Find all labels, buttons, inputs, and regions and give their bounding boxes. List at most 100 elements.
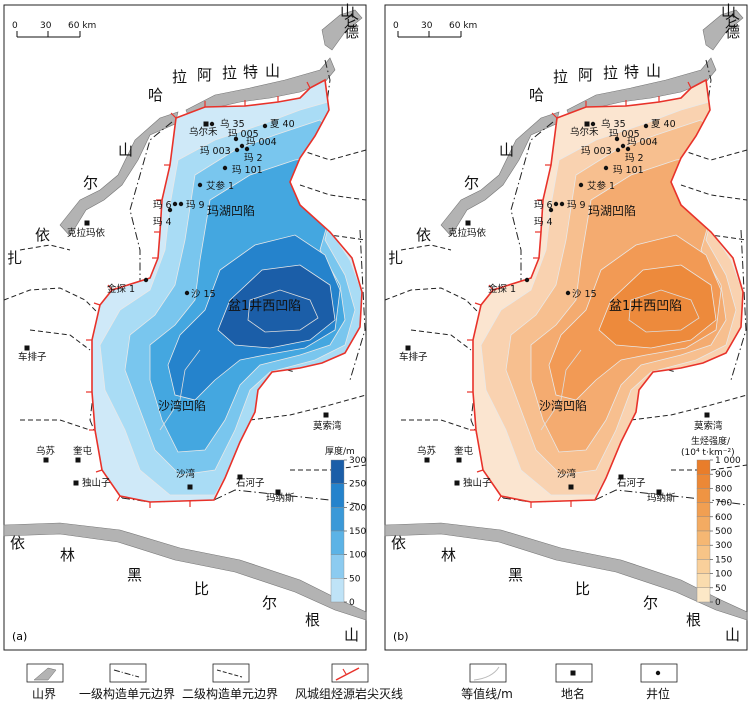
colorbar-tick: 0 — [715, 598, 721, 608]
legend-item-secondary-boundary: 二级构造单元边界 — [182, 663, 278, 701]
well-ma101: 玛 101 — [222, 165, 263, 176]
well-ma9: 玛 9 — [559, 200, 586, 211]
svg-text:玛 004: 玛 004 — [246, 137, 277, 148]
svg-text:奎屯: 奎屯 — [73, 445, 93, 457]
scale-tick: 0 — [12, 21, 18, 31]
place-chepaizi: 车排子 — [399, 345, 428, 363]
mountain-label: 比 — [194, 580, 209, 598]
colorbar-tick: 300 — [715, 541, 732, 551]
well-aican1: 艾参 1 — [197, 180, 234, 192]
well-ma4: 玛 4 — [153, 207, 173, 228]
colorbar-tick: 250 — [349, 480, 366, 490]
mountain-labels: 哈拉阿拉特山山尔依扎依林黑比尔根山山仑德 — [7, 2, 359, 644]
scale-bar: 0 30 60 km — [12, 21, 96, 38]
colorbar-swatch — [330, 554, 345, 579]
svg-text:玛 004: 玛 004 — [627, 137, 658, 148]
mountain-label: 山 — [344, 626, 359, 644]
svg-text:夏 40: 夏 40 — [651, 119, 676, 130]
isoline-icon — [469, 663, 507, 683]
mountain-label: 山 — [721, 2, 736, 20]
colorbar-swatch — [696, 459, 711, 475]
colorbar-tick: 100 — [349, 551, 366, 561]
basin-label-highlight: 盆1井西凹陷 — [228, 299, 301, 314]
mountain-label: 根 — [305, 611, 320, 629]
mountain-label: 哈 — [148, 86, 163, 104]
mountain-label: 黑 — [508, 566, 523, 584]
legend-item-place-name: 地名 — [555, 663, 593, 701]
mountain-label: 山 — [646, 62, 661, 80]
mountain-label: 哈 — [529, 86, 544, 104]
colorbar-swatch — [330, 459, 345, 484]
svg-text:奎屯: 奎屯 — [454, 445, 474, 457]
svg-text:艾参 1: 艾参 1 — [587, 180, 615, 192]
well-aican1: 艾参 1 — [578, 180, 615, 192]
panel-label: (b) — [393, 630, 409, 643]
colorbar-swatch — [330, 483, 345, 508]
mountain-label: 拉 — [172, 68, 187, 86]
well-sha15: 沙 15 — [184, 289, 216, 300]
colorbar-title: 生烃强度/ — [691, 435, 731, 447]
svg-text:独山子: 独山子 — [463, 477, 492, 489]
scale-bar: 0 30 60 km — [393, 21, 477, 38]
colorbar-tick: 50 — [349, 574, 361, 584]
svg-text:玛 101: 玛 101 — [613, 165, 644, 176]
svg-text:沙湾: 沙湾 — [557, 468, 577, 480]
svg-text:克拉玛依: 克拉玛依 — [448, 227, 487, 239]
colorbar-title-unit: (10⁴ t·km⁻²) — [681, 448, 735, 458]
well-ma9: 玛 9 — [178, 200, 205, 211]
svg-text:玛纳斯: 玛纳斯 — [266, 492, 295, 504]
svg-text:玛 4: 玛 4 — [153, 217, 172, 228]
svg-text:艾参 1: 艾参 1 — [206, 180, 234, 192]
legend-label: 井位 — [646, 686, 670, 701]
place-mosuowan: 莫索湾 — [313, 412, 342, 432]
colorbar-tick: 700 — [715, 499, 732, 509]
colorbar-tick: 900 — [715, 470, 732, 480]
place-kuitun: 奎屯 — [73, 445, 93, 463]
colorbar-tick: 200 — [349, 503, 366, 513]
pinchout-ticks — [86, 81, 311, 508]
colorbar-tick: 100 — [715, 570, 732, 580]
svg-text:玛 9: 玛 9 — [186, 200, 205, 211]
mountain-label: 依 — [10, 534, 25, 552]
legend-label: 二级构造单元边界 — [182, 686, 278, 701]
colorbar-swatch — [696, 474, 711, 489]
place-wusu: 乌苏 — [417, 445, 437, 463]
scale-tick: 0 — [393, 21, 399, 31]
well-ma004: 玛 004 — [620, 137, 658, 149]
mountain-label: 黑 — [127, 566, 142, 584]
well-jintan1: 金探 1 — [488, 277, 530, 295]
scale-tick: 60 km — [68, 21, 96, 31]
place-wusu: 乌苏 — [36, 445, 56, 463]
svg-text:乌 35: 乌 35 — [601, 118, 626, 130]
mountain-label: 特 — [624, 63, 639, 81]
mountain-label: 林 — [441, 546, 456, 564]
place-kelamayi: 克拉玛依 — [448, 220, 487, 239]
place-shihezi: 石河子 — [617, 474, 646, 489]
place-dushanzi: 独山子 — [73, 477, 111, 489]
svg-text:玛 6: 玛 6 — [153, 200, 172, 211]
mountain-label: 山 — [340, 2, 355, 20]
mountain-label: 尔 — [643, 594, 658, 612]
panel-label: (a) — [12, 630, 27, 643]
colorbar-swatch — [696, 530, 711, 546]
svg-text:玛 005: 玛 005 — [228, 129, 259, 140]
svg-text:莫索湾: 莫索湾 — [313, 420, 342, 432]
basin-label-mahu: 玛湖凹陷 — [588, 203, 636, 218]
svg-text:夏 40: 夏 40 — [270, 119, 295, 130]
well-ma2: 玛 2 — [625, 146, 644, 164]
svg-text:玛 2: 玛 2 — [244, 153, 263, 164]
mountain-label: 山 — [725, 626, 740, 644]
svg-text:玛 003: 玛 003 — [581, 146, 612, 157]
colorbar-swatch — [696, 516, 711, 532]
colorbar-swatch — [330, 578, 345, 603]
place-shawan: 沙湾 — [176, 468, 196, 490]
well-ma2: 玛 2 — [244, 146, 263, 164]
colorbar-tick: 1 000 — [715, 456, 741, 466]
svg-text:玛 6: 玛 6 — [534, 200, 553, 211]
well-ma003: 玛 003 — [581, 146, 621, 157]
svg-text:玛纳斯: 玛纳斯 — [647, 492, 676, 504]
well-ma101: 玛 101 — [603, 165, 644, 176]
place-manasi: 玛纳斯 — [647, 489, 676, 504]
svg-text:沙 15: 沙 15 — [191, 289, 216, 300]
